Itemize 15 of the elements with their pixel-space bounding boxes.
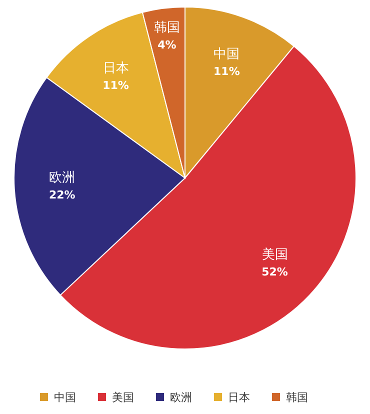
legend-label: 日本 — [228, 391, 250, 404]
slice-label: 韩国 — [154, 20, 180, 36]
legend-label: 韩国 — [286, 391, 308, 404]
data-label: 4% — [158, 38, 176, 52]
slice-label: 中国 — [214, 47, 240, 62]
data-label: 22% — [48, 188, 76, 202]
data-label: 11% — [214, 65, 240, 78]
data-label: 11% — [102, 79, 129, 92]
legend-label: 中国 — [54, 391, 76, 404]
legend-label: 欧洲 — [170, 391, 192, 404]
data-label: 52% — [262, 265, 288, 278]
slice-label: 欧洲 — [49, 170, 76, 186]
slice-label: 美国 — [262, 246, 288, 262]
legend-label: 美国 — [112, 391, 134, 404]
slice-label: 日本 — [102, 61, 129, 76]
